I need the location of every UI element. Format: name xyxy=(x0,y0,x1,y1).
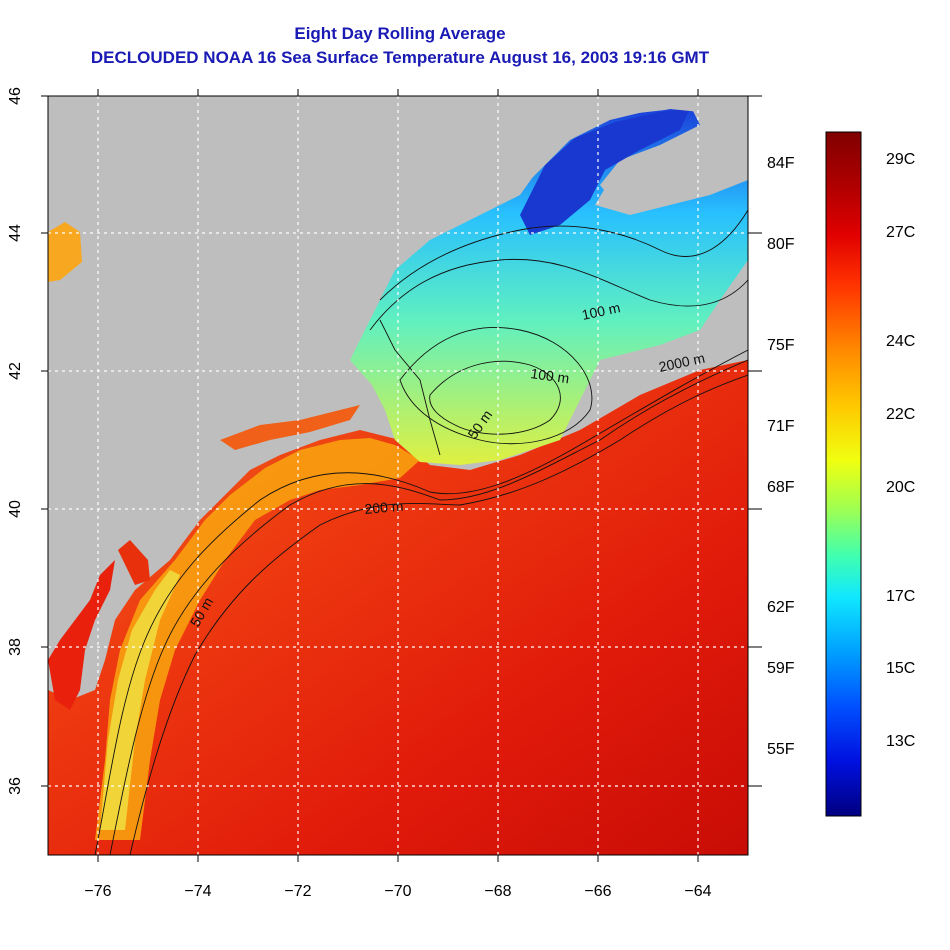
x-axis-labels: −76 −74 −72 −70 −68 −66 −64 xyxy=(84,883,711,900)
contour-label-100m-north: 100 m xyxy=(580,299,621,323)
x-tick-label: −70 xyxy=(384,883,411,900)
y-axis-ticks xyxy=(41,95,762,787)
celsius-label: 17C xyxy=(886,588,915,605)
y-tick-label: 42 xyxy=(7,362,24,380)
fahrenheit-label: 84F xyxy=(767,155,795,172)
celsius-label: 29C xyxy=(886,151,915,168)
contour-label-200m: 200 m xyxy=(364,498,404,517)
celsius-label: 22C xyxy=(886,406,915,423)
x-tick-label: −68 xyxy=(484,883,511,900)
x-axis-ticks xyxy=(97,89,699,862)
bathymetry-contours xyxy=(94,209,748,855)
y-tick-label: 44 xyxy=(7,224,24,242)
gulf-of-maine-cool-water xyxy=(350,105,748,465)
temperature-colorbar xyxy=(825,131,862,817)
x-tick-label: −74 xyxy=(184,883,211,900)
y-tick-label: 40 xyxy=(7,500,24,518)
map-subtitle: DECLOUDED NOAA 16 Sea Surface Temperatur… xyxy=(90,48,710,67)
x-tick-label: −64 xyxy=(684,883,711,900)
fahrenheit-label: 55F xyxy=(767,741,795,758)
maine-coast-land xyxy=(48,96,748,680)
colorbar-fahrenheit-labels: 84F 80F 75F 71F 68F 62F 59F 55F xyxy=(767,155,795,758)
fahrenheit-label: 80F xyxy=(767,236,795,253)
map-title: Eight Day Rolling Average xyxy=(294,24,506,43)
celsius-label: 27C xyxy=(886,224,915,241)
colorbar-celsius-labels: 29C 27C 24C 22C 20C 17C 15C 13C xyxy=(886,151,915,750)
graticule xyxy=(48,96,748,855)
chesapeake-bay xyxy=(48,560,115,710)
deep-blue-bay-of-fundy xyxy=(520,108,690,235)
celsius-label: 13C xyxy=(886,733,915,750)
contour-label-100m-bank: 100 m xyxy=(530,365,571,386)
celsius-label: 15C xyxy=(886,660,915,677)
long-island-sound xyxy=(220,405,360,450)
fahrenheit-label: 71F xyxy=(767,418,795,435)
x-tick-label: −66 xyxy=(584,883,611,900)
y-axis-labels: 36 38 40 42 44 46 xyxy=(7,87,24,795)
delaware-bay xyxy=(118,540,150,585)
fahrenheit-label: 59F xyxy=(767,660,795,677)
celsius-label: 24C xyxy=(886,333,915,350)
fahrenheit-label: 68F xyxy=(767,479,795,496)
x-tick-label: −72 xyxy=(284,883,311,900)
celsius-label: 20C xyxy=(886,479,915,496)
fahrenheit-label: 75F xyxy=(767,337,795,354)
y-tick-label: 38 xyxy=(7,638,24,656)
y-tick-label: 36 xyxy=(7,777,24,795)
x-tick-label: −76 xyxy=(84,883,111,900)
inland-lake xyxy=(48,222,82,282)
y-tick-label: 46 xyxy=(7,87,24,105)
map-plot-area: 100 m 2000 m 100 m 50 m 200 m 50 m xyxy=(48,96,748,855)
fahrenheit-label: 62F xyxy=(767,599,795,616)
nearshore-yellow-band xyxy=(100,570,180,830)
nova-scotia-land xyxy=(595,110,748,215)
